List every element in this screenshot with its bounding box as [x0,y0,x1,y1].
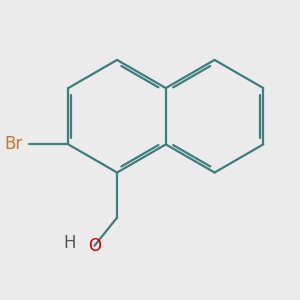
Text: Br: Br [4,135,22,153]
Text: H: H [63,234,76,252]
Text: O: O [88,237,101,255]
